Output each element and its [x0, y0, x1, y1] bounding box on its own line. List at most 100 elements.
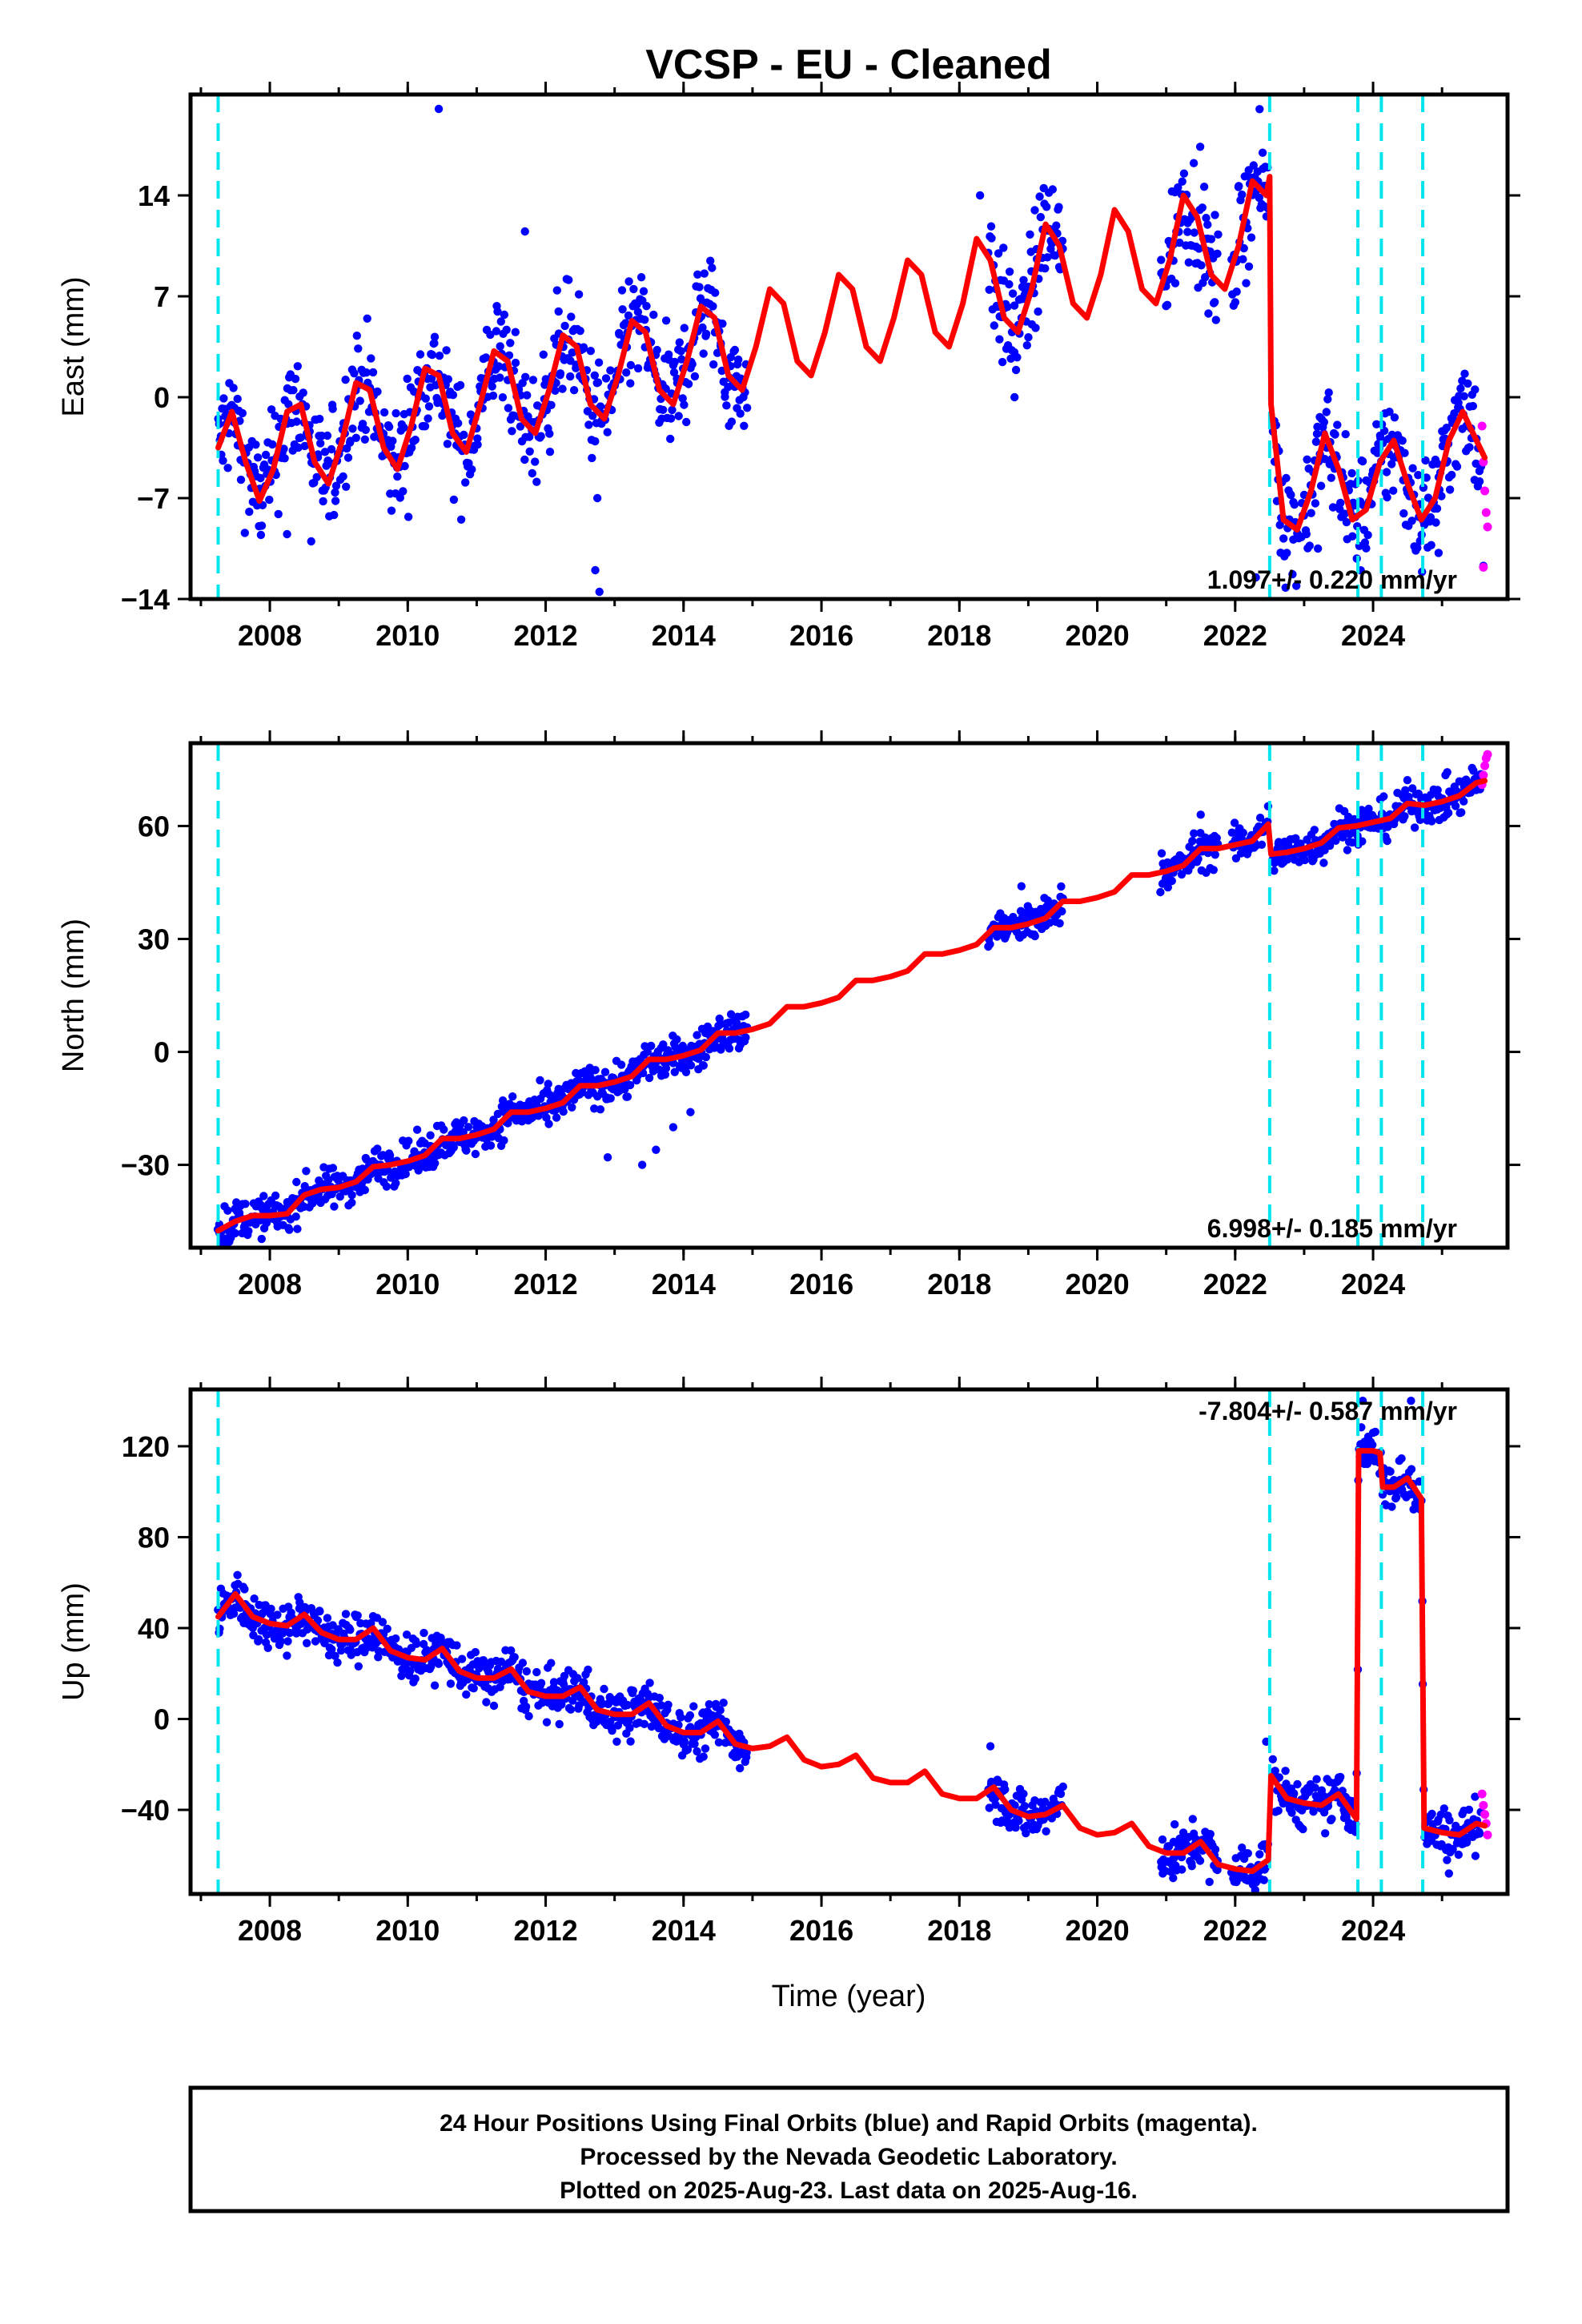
data-point	[521, 1703, 531, 1711]
data-point	[1283, 549, 1291, 557]
data-point	[1036, 212, 1046, 222]
data-point	[1456, 384, 1465, 393]
data-point	[1368, 1441, 1377, 1449]
data-point	[1167, 876, 1177, 886]
chart-title: VCSP - EU - Cleaned	[645, 42, 1052, 88]
data-point	[668, 405, 677, 415]
data-point	[1443, 1856, 1452, 1864]
data-point	[617, 286, 627, 295]
data-point	[686, 1723, 695, 1731]
data-point	[303, 1638, 311, 1647]
y-tick-label: −14	[121, 583, 170, 616]
data-point	[496, 317, 505, 326]
data-point	[536, 432, 545, 440]
data-point	[292, 1629, 301, 1638]
data-point	[240, 529, 249, 537]
data-point	[1206, 1830, 1215, 1839]
data-point	[675, 338, 684, 347]
data-point	[525, 432, 534, 441]
data-point	[1031, 324, 1040, 332]
x-tick-label: 2014	[652, 619, 716, 652]
data-point	[1307, 509, 1315, 517]
data-point	[1392, 1493, 1401, 1502]
data-point	[238, 408, 247, 418]
data-point	[223, 464, 232, 472]
x-tick-label: 2018	[927, 619, 991, 652]
data-point	[569, 386, 579, 395]
data-point	[1281, 583, 1290, 592]
data-point	[714, 1738, 724, 1747]
data-point	[606, 366, 615, 375]
data-point	[596, 1105, 605, 1114]
x-tick-label: 2010	[375, 619, 440, 652]
data-point	[700, 269, 709, 278]
data-point	[584, 1665, 592, 1675]
data-point	[259, 1192, 268, 1200]
data-point	[434, 1659, 444, 1668]
data-point	[600, 1068, 610, 1076]
data-point	[545, 429, 554, 438]
data-point	[693, 1747, 701, 1756]
data-point	[695, 283, 704, 292]
data-point	[633, 364, 643, 373]
data-point	[428, 350, 436, 360]
outlier-point	[592, 493, 602, 503]
data-point	[454, 419, 463, 428]
data-point	[331, 497, 340, 505]
outlier-point	[1313, 544, 1323, 553]
data-point	[311, 1637, 320, 1646]
data-point	[680, 324, 689, 332]
data-point	[294, 443, 303, 452]
outlier-point	[686, 1108, 695, 1116]
data-point	[442, 346, 451, 355]
data-point	[991, 1800, 1000, 1809]
data-point	[1163, 883, 1173, 892]
data-point	[424, 402, 434, 411]
data-point	[995, 335, 1004, 344]
data-point	[1448, 1844, 1457, 1854]
data-point	[1341, 430, 1350, 439]
data-point	[257, 521, 267, 530]
data-point	[411, 436, 420, 444]
data-point	[600, 1684, 608, 1694]
data-point	[1426, 513, 1435, 522]
data-point	[1457, 808, 1466, 817]
y-axis-up: −40 0 40 80 120	[121, 1430, 1520, 1827]
data-point	[531, 457, 540, 466]
data-point	[1197, 261, 1206, 270]
data-point	[645, 1679, 654, 1687]
outlier-point	[1444, 1869, 1453, 1878]
data-point	[1316, 481, 1326, 490]
y-tick-label: 40	[138, 1612, 170, 1645]
rapid-orbit-points-up	[1477, 1789, 1492, 1839]
data-point	[1321, 1829, 1330, 1838]
data-point	[574, 290, 584, 299]
data-point	[681, 1068, 691, 1077]
data-point	[1310, 826, 1319, 834]
data-point	[489, 1701, 499, 1711]
y-axis-label-east: East (mm)	[57, 276, 90, 416]
data-point	[1312, 429, 1322, 438]
data-point	[1011, 365, 1021, 375]
rapid-point	[1483, 750, 1492, 759]
data-point	[644, 1073, 654, 1083]
data-point	[1235, 182, 1243, 191]
footnote-box: 24 Hour Positions Using Final Orbits (bl…	[188, 2085, 1510, 2213]
outlier-point	[1407, 1396, 1415, 1405]
data-point	[721, 392, 729, 401]
data-point	[1020, 1802, 1030, 1811]
data-point	[348, 424, 357, 433]
data-point	[1022, 1821, 1032, 1830]
data-point	[545, 448, 555, 456]
data-point	[606, 1094, 615, 1103]
data-point	[347, 1191, 356, 1200]
final-orbit-points-east	[214, 104, 1488, 597]
model-curve-up	[215, 1448, 1488, 1875]
data-point	[554, 1084, 563, 1094]
data-point	[1005, 279, 1014, 289]
data-point	[528, 376, 538, 384]
data-point	[406, 1667, 415, 1675]
data-point	[552, 286, 561, 295]
data-point	[1238, 190, 1247, 199]
